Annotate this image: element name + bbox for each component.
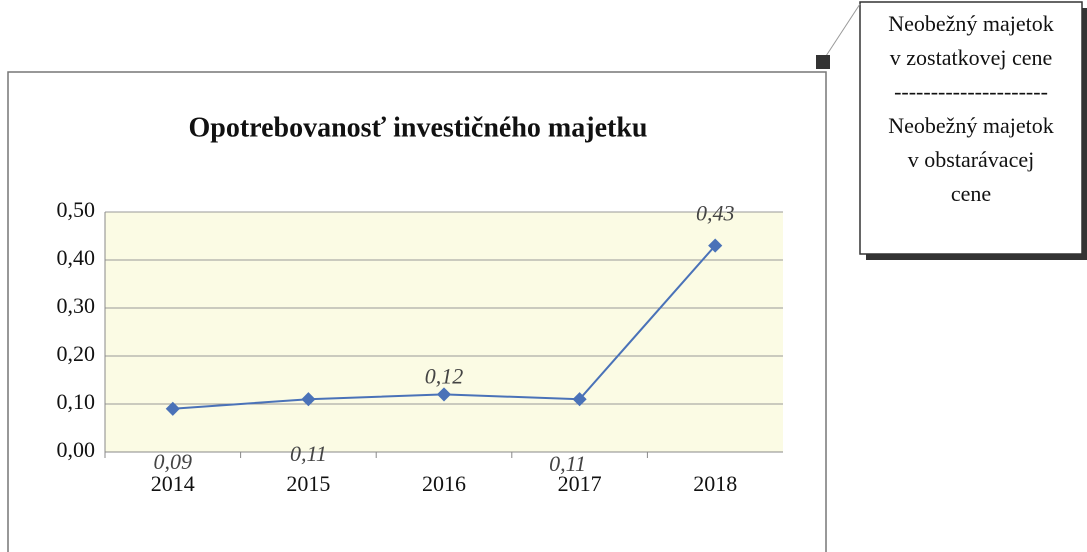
- data-label: 0,09: [154, 449, 193, 474]
- plot-area: [105, 212, 783, 452]
- x-tick-label: 2016: [422, 471, 466, 496]
- y-tick-label: 0,00: [57, 437, 96, 462]
- y-tick-label: 0,40: [57, 245, 96, 270]
- callout-text: v zostatkovej cene: [890, 45, 1053, 70]
- data-label: 0,12: [425, 363, 464, 388]
- x-tick-label: 2018: [693, 471, 737, 496]
- y-tick-label: 0,50: [57, 197, 96, 222]
- callout-box: [859, 1, 1083, 255]
- point-marker: [572, 392, 587, 407]
- point-marker: [708, 238, 723, 253]
- point-marker: [436, 387, 452, 402]
- data-label: 0,43: [696, 201, 735, 226]
- y-tick-label: 0,10: [57, 389, 96, 414]
- data-label: 0,11: [549, 451, 586, 476]
- callout-marker: [816, 55, 830, 69]
- y-tick-label: 0,20: [57, 341, 96, 366]
- point-marker: [301, 392, 316, 407]
- callout-text: ---------------------: [894, 79, 1048, 104]
- callout-text: cene: [951, 181, 991, 206]
- callout-pointer: [825, 3, 861, 57]
- y-tick-label: 0,30: [57, 293, 96, 318]
- x-tick-label: 2017: [558, 471, 602, 496]
- callout-text: Neobežný majetok: [888, 113, 1054, 138]
- point-marker: [165, 401, 180, 416]
- x-tick-label: 2015: [286, 471, 330, 496]
- callout-text: v obstarávacej: [908, 147, 1034, 172]
- data-label: 0,11: [290, 441, 327, 466]
- callout-text: Neobežný majetok: [888, 11, 1054, 36]
- x-tick-label: 2014: [151, 471, 195, 496]
- chart-title: Opotrebovanosť investičného majetku: [189, 112, 648, 143]
